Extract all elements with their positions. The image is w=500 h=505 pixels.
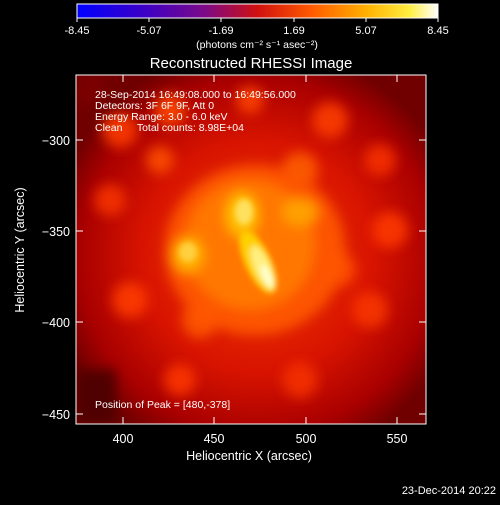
- colorbar-tick-label: 5.07: [355, 25, 376, 37]
- colorbar-tick-label: -5.07: [136, 25, 161, 37]
- plot-title: Reconstructed RHESSI Image: [150, 55, 353, 72]
- rhessi-image: [76, 75, 426, 424]
- x-tick-label: 450: [204, 432, 225, 446]
- info-energy-range: Energy Range: 3.0 - 6.0 keV: [95, 111, 228, 123]
- y-tick-label: −400: [42, 316, 70, 330]
- colorbar-tick-label: -8.45: [64, 25, 89, 37]
- x-axis-label: Heliocentric X (arcsec): [186, 449, 312, 463]
- info-counts: Clean Total counts: 8.98E+04: [95, 122, 244, 134]
- colorbar-tick-label: -1.69: [208, 25, 233, 37]
- info-detectors: Detectors: 3F 6F 9F, Att 0: [95, 100, 214, 112]
- plot-frame: [75, 74, 427, 425]
- colorbar-ticks: [76, 18, 439, 22]
- colorbar: [76, 3, 439, 19]
- y-tick-label: −350: [42, 225, 70, 239]
- y-tick-label: −450: [42, 408, 70, 422]
- y-axis-ticks: [76, 139, 426, 415]
- colorbar-units: (photons cm⁻² s⁻¹ asec⁻²): [196, 39, 318, 51]
- x-tick-label: 500: [296, 432, 317, 446]
- peak-position: Position of Peak = [480,-378]: [95, 399, 230, 411]
- info-time-range: 28-Sep-2014 16:49:08.000 to 16:49:56.000: [95, 89, 296, 101]
- footer-date: 23-Dec-2014 20:22: [402, 485, 496, 497]
- y-axis-label: Heliocentric Y (arcsec): [13, 187, 27, 312]
- y-tick-label: −300: [42, 134, 70, 148]
- colorbar-tick-label: 1.69: [283, 25, 304, 37]
- x-tick-label: 400: [113, 432, 134, 446]
- x-axis-ticks: [122, 75, 398, 424]
- x-tick-label: 550: [387, 432, 408, 446]
- colorbar-tick-label: 8.45: [427, 25, 448, 37]
